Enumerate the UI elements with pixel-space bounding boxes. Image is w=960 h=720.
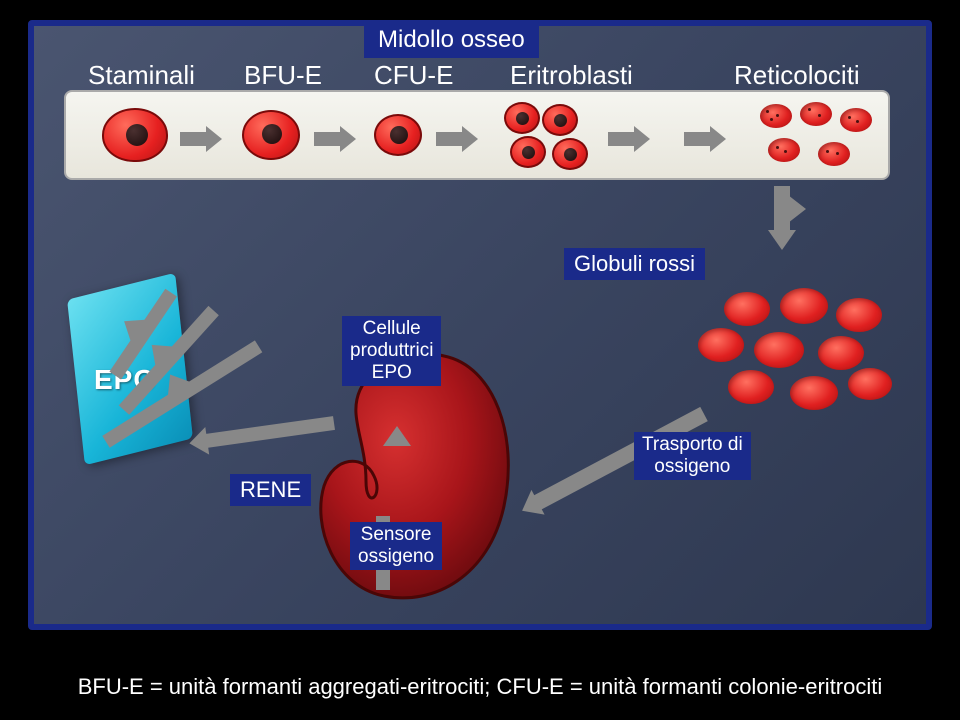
stage-eritroblasti: Eritroblasti <box>510 60 633 91</box>
cell-staminali-icon <box>102 108 168 162</box>
cell-reticolociti-icon <box>768 138 800 162</box>
stage-staminali: Staminali <box>88 60 195 91</box>
cell-eritroblasti-icon <box>552 138 588 170</box>
cell-strip <box>64 90 890 180</box>
arrow-icon <box>436 132 464 146</box>
diagram-frame: Midollo osseo Staminali BFU-E CFU-E Erit… <box>28 20 932 630</box>
trasporto-ossigeno-label: Trasporto di ossigeno <box>634 432 751 480</box>
stage-reticolociti: Reticolociti <box>734 60 860 91</box>
rene-label: RENE <box>230 474 311 506</box>
cell-cfue-icon <box>374 114 422 156</box>
cell-bfue-icon <box>242 110 300 160</box>
cell-eritroblasti-icon <box>542 104 578 136</box>
arrow-down-head-icon <box>768 230 796 250</box>
cellule-produttrici-label: Cellule produttrici EPO <box>342 316 441 386</box>
arrow-icon <box>180 132 208 146</box>
cell-reticolociti-icon <box>800 102 832 126</box>
arrow-down-icon <box>774 186 790 232</box>
stage-cfue: CFU-E <box>374 60 453 91</box>
cell-eritroblasti-icon <box>510 136 546 168</box>
arrow-icon <box>314 132 342 146</box>
footnote: BFU-E = unità formanti aggregati-eritroc… <box>0 674 960 700</box>
stage-bfue: BFU-E <box>244 60 322 91</box>
arrow-icon <box>684 132 712 146</box>
cell-reticolociti-icon <box>818 142 850 166</box>
cell-eritroblasti-icon <box>504 102 540 134</box>
rbc-cluster-icon <box>684 284 914 434</box>
globuli-rossi-label: Globuli rossi <box>564 248 705 280</box>
cell-reticolociti-icon <box>760 104 792 128</box>
arrow-sensore-head-icon <box>383 426 411 446</box>
sensore-ossigeno-label: Sensore ossigeno <box>350 522 442 570</box>
title-label: Midollo osseo <box>364 22 539 58</box>
cell-reticolociti-icon <box>840 108 872 132</box>
arrow-icon <box>608 132 636 146</box>
